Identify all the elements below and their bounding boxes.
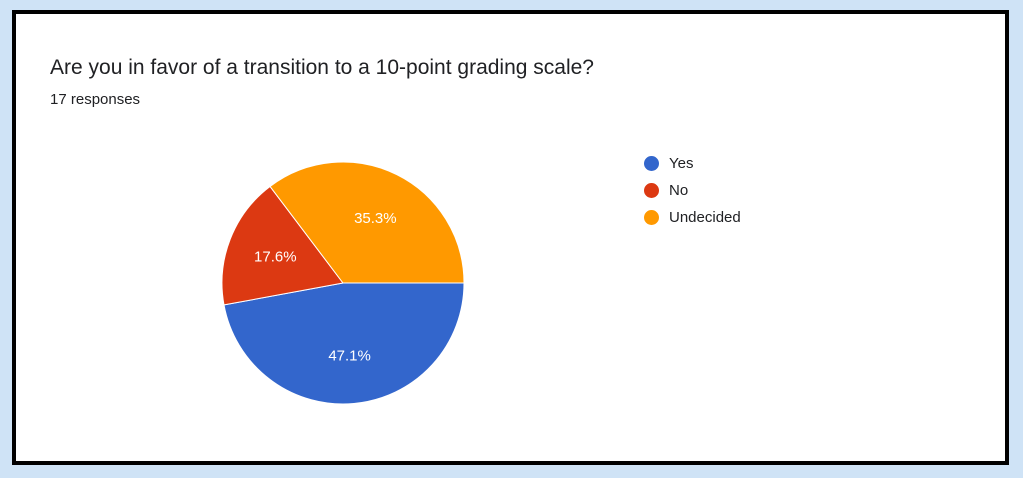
response-count: 17 responses: [50, 91, 141, 108]
pie-slice-undecided[interactable]: [269, 161, 465, 284]
legend-swatch-icon: [644, 183, 659, 198]
legend-swatch-icon: [644, 210, 659, 225]
chart-legend: Yes No Undecided: [644, 150, 741, 231]
pie-slice-yes[interactable]: [223, 282, 465, 405]
chart-title: Are you in favor of a transition to a 10…: [50, 56, 594, 79]
legend-label: Yes: [669, 155, 694, 172]
slice-label-no: 17.6%: [254, 249, 297, 266]
legend-item-undecided[interactable]: Undecided: [644, 204, 741, 231]
slice-label-yes: 47.1%: [328, 347, 371, 364]
pie-chart: 47.1% 17.6% 35.3%: [221, 161, 465, 405]
chart-card: Are you in favor of a transition to a 10…: [12, 10, 1009, 465]
legend-label: Undecided: [669, 209, 741, 226]
legend-item-no[interactable]: No: [644, 177, 741, 204]
slice-label-undecided: 35.3%: [354, 210, 397, 227]
legend-label: No: [669, 182, 689, 199]
legend-item-yes[interactable]: Yes: [644, 150, 741, 177]
legend-swatch-icon: [644, 156, 659, 171]
pie-slice-no[interactable]: [221, 185, 344, 306]
